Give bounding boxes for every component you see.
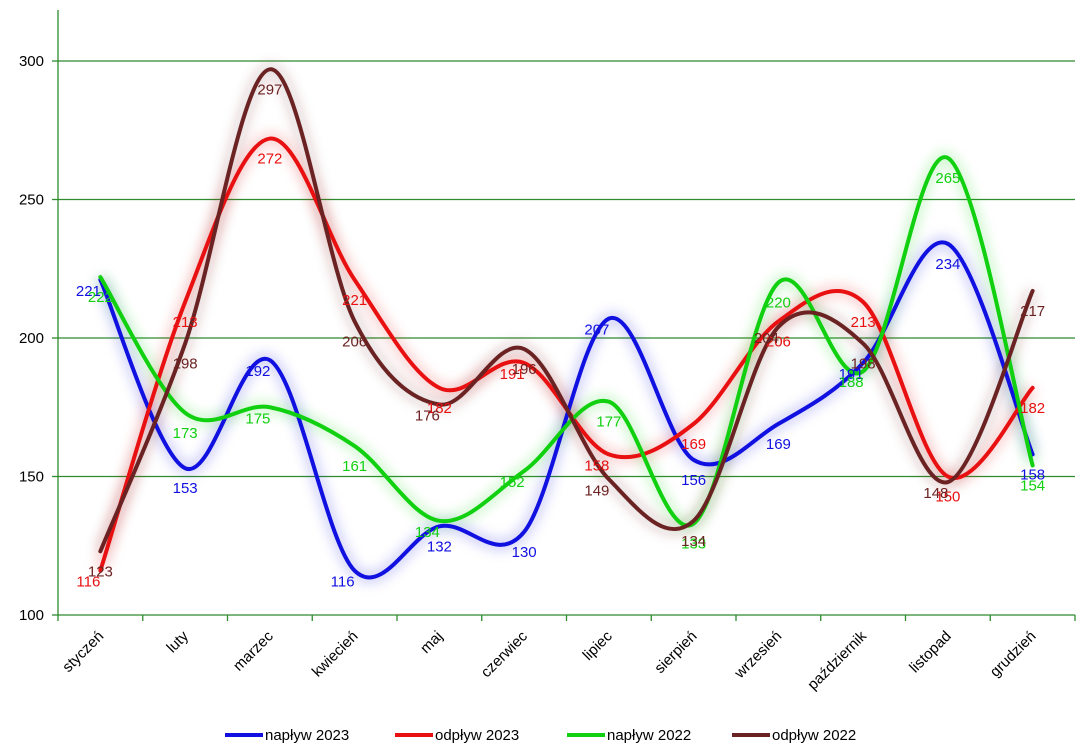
data-label: 132 [427, 538, 452, 555]
data-label: 150 [935, 489, 960, 506]
data-label: 234 [935, 256, 960, 273]
data-label: 133 [681, 536, 706, 553]
data-label: 152 [500, 474, 525, 491]
data-label: 175 [245, 410, 270, 427]
series-line [98, 155, 1035, 528]
legend-entry: napływ 2022 [607, 727, 691, 744]
x-tick-label: listopad [906, 628, 955, 677]
data-label: 182 [1020, 400, 1045, 417]
y-tick-label: 250 [19, 192, 44, 209]
data-label: 148 [923, 485, 948, 502]
data-label: 191 [839, 366, 864, 383]
data-label: 123 [88, 563, 113, 580]
series-lines [98, 67, 1035, 580]
data-label: 134 [415, 524, 440, 541]
data-label: 169 [766, 436, 791, 453]
data-label: 196 [512, 361, 537, 378]
y-tick-label: 300 [19, 53, 44, 70]
data-label: 173 [173, 425, 198, 442]
series-glows [94, 63, 1039, 584]
x-tick-label: październik [804, 627, 870, 693]
data-label: 154 [1020, 477, 1045, 494]
data-label: 182 [427, 400, 452, 417]
data-label: 213 [173, 314, 198, 331]
x-tick-label: lipiec [580, 627, 617, 664]
data-label: 265 [935, 170, 960, 187]
data-label: 221 [342, 292, 367, 309]
x-tick-label: luty [163, 627, 192, 656]
y-axis-ticks: 100 150 200 250 300 [19, 53, 44, 624]
data-label: 198 [173, 356, 198, 373]
y-tick-label: 200 [19, 330, 44, 347]
data-label: 222 [88, 289, 113, 306]
x-tick-label: kwiecień [309, 628, 362, 681]
data-label: 217 [1020, 303, 1045, 320]
data-label: 206 [766, 333, 791, 350]
data-label: 134 [681, 533, 706, 550]
y-tick-label: 100 [19, 607, 44, 624]
data-label: 130 [512, 544, 537, 561]
data-label: 221 [76, 283, 101, 300]
y-tick-label: 150 [19, 469, 44, 486]
data-label: 207 [584, 322, 609, 339]
data-label: 161 [342, 458, 367, 475]
data-label: 116 [76, 574, 100, 591]
data-label: 158 [1020, 466, 1045, 483]
data-label: 116 [331, 574, 355, 591]
data-label: 220 [766, 295, 791, 312]
legend: napływ 2023 odpływ 2023 napływ 2022 odpływ … [225, 727, 856, 744]
data-label: 198 [851, 356, 876, 373]
x-tick-label: grudzień [987, 628, 1040, 681]
x-tick-label: styczeń [59, 628, 107, 676]
data-labels: 221 153 192 116 132 130 207 156 169 191 234 158 116 2… [76, 81, 1045, 590]
data-label: 176 [415, 407, 440, 424]
data-label: 153 [173, 480, 198, 497]
data-label: 177 [596, 414, 621, 431]
x-tick-label: czerwiec [478, 627, 532, 681]
data-label: 149 [584, 482, 609, 499]
data-label: 272 [257, 151, 282, 168]
series-line [98, 136, 1035, 573]
legend-entry: odpływ 2022 [772, 727, 856, 744]
x-tick-label: maj [417, 628, 446, 657]
x-tick-label: marzec [230, 627, 277, 674]
data-label: 297 [257, 81, 282, 98]
data-label: 169 [681, 436, 706, 453]
x-axis-ticks: styczeń luty marzec kwiecień maj czerwiec lipi… [59, 627, 1039, 693]
x-tick-label: wrzesień [731, 628, 786, 683]
series-line [98, 67, 1035, 554]
data-label: 206 [342, 333, 367, 350]
data-label: 188 [839, 374, 864, 391]
legend-entry: napływ 2023 [265, 727, 349, 744]
data-label: 191 [500, 366, 525, 383]
series-glow [95, 151, 1039, 532]
data-label: 158 [584, 457, 609, 474]
data-label: 204 [754, 330, 779, 347]
data-label: 156 [681, 472, 706, 489]
x-tick-label: sierpień [651, 628, 700, 677]
data-label: 213 [851, 314, 876, 331]
legend-entry: odpływ 2023 [435, 727, 519, 744]
data-label: 192 [245, 363, 270, 380]
axes [52, 10, 1076, 621]
